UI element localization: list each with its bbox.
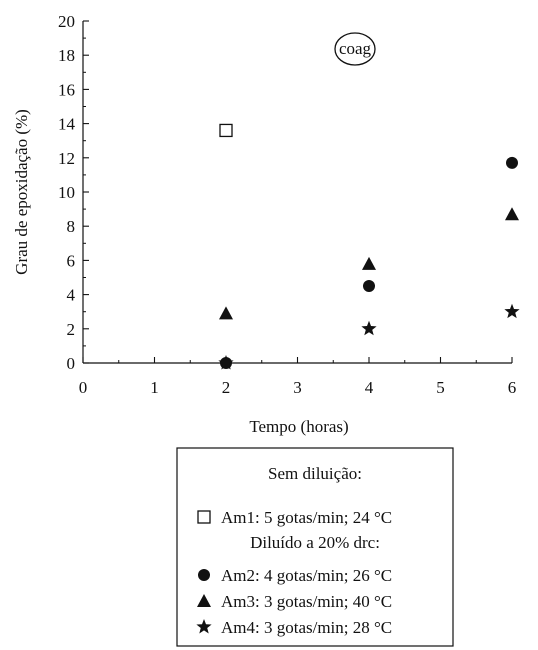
x-tick-label: 4: [365, 378, 374, 397]
data-points: [218, 123, 520, 370]
y-axis-label: Grau de epoxidação (%): [12, 109, 31, 275]
y-tick-label: 4: [67, 286, 76, 305]
x-tick-label: 0: [79, 378, 88, 397]
filled-star-point: [504, 303, 520, 319]
y-tick-label: 2: [67, 320, 76, 339]
filled-star-legend-swatch: [196, 619, 212, 634]
x-tick-label: 5: [436, 378, 445, 397]
legend-entry-label: Am2: 4 gotas/min; 26 °C: [221, 566, 392, 585]
legend-box: [176, 447, 454, 647]
filled-triangle-legend-swatch: [197, 594, 211, 607]
coag-label: coag: [339, 39, 372, 58]
legend-entry-label: Am3: 3 gotas/min; 40 °C: [221, 592, 392, 611]
legend-header-undiluted: Sem diluição:: [268, 464, 362, 483]
y-tick-label: 12: [58, 149, 75, 168]
legend-header-diluted: Diluído a 20% drc:: [250, 533, 380, 552]
coag-ellipse: [334, 32, 376, 66]
x-tick-label: 2: [222, 378, 231, 397]
filled-circle-point: [506, 156, 518, 169]
y-tick-label: 14: [58, 115, 76, 134]
legend-entry-label: Am1: 5 gotas/min; 24 °C: [221, 508, 392, 527]
y-tick-label: 8: [67, 217, 76, 236]
y-tick-label: 20: [58, 12, 75, 31]
y-tick-label: 10: [58, 183, 75, 202]
filled-triangle-point: [505, 207, 519, 221]
coag-annotation: coag: [334, 32, 376, 66]
filled-triangle-point: [362, 256, 376, 270]
x-axis-label: Tempo (horas): [249, 417, 348, 436]
y-tick-label: 0: [67, 354, 76, 373]
open-square-legend-swatch: [197, 510, 211, 524]
x-tick-label: 3: [293, 378, 302, 397]
legend-entries: Am1: 5 gotas/min; 24 °C Am2: 4 gotas/min;…: [196, 508, 392, 637]
legend: Sem diluição: Diluído a 20% drc: Am1: 5 …: [176, 447, 454, 647]
x-tick-label: 6: [508, 378, 517, 397]
filled-circle-legend-swatch: [198, 569, 210, 581]
open-square-point: [219, 123, 233, 138]
x-tick-label: 1: [150, 378, 159, 397]
y-tick-label: 16: [58, 80, 75, 99]
legend-entry-label: Am4: 3 gotas/min; 28 °C: [221, 618, 392, 637]
filled-star-point: [361, 320, 377, 336]
y-tick-label: 18: [58, 46, 75, 65]
filled-star-point: [218, 355, 234, 370]
filled-triangle-point: [219, 306, 233, 320]
y-tick-label: 6: [67, 251, 76, 270]
filled-circle-point: [363, 280, 375, 293]
